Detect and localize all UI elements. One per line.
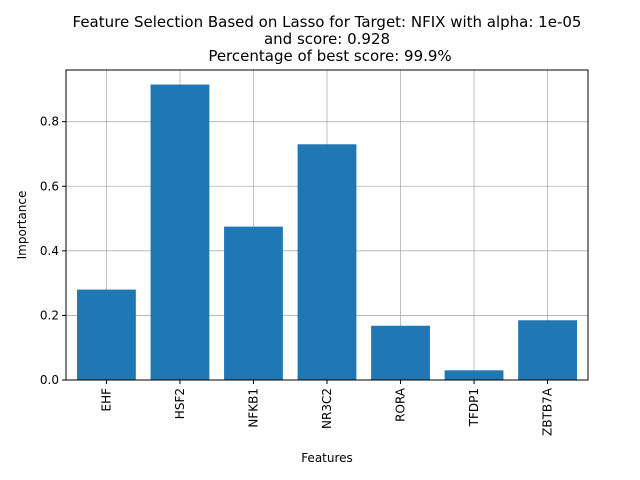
y-tick-label: 0.0 [40,373,59,387]
bar-zbtb7a [518,320,577,380]
chart-title-line-2: and score: 0.928 [264,30,390,48]
y-tick-label: 0.6 [40,179,59,193]
y-axis-label: Importance [15,191,29,260]
y-tick-label: 0.2 [40,308,59,322]
y-tick-label: 0.4 [40,244,59,258]
x-axis-label: Features [301,451,353,465]
chart-title-line-1: Feature Selection Based on Lasso for Tar… [73,13,582,31]
x-tick-label: EHF [99,388,113,412]
chart-title: Feature Selection Based on Lasso for Tar… [73,13,582,65]
bar-ehf [77,289,136,380]
x-tick-label: ZBTB7A [541,387,555,436]
bar-tfdp1 [444,370,504,380]
x-tick-label: RORA [394,387,408,422]
axes [62,69,589,384]
bar-hsf2 [150,84,210,380]
chart-title-line-3: Percentage of best score: 99.9% [208,47,451,65]
x-tick-label: NFKB1 [246,388,260,428]
x-tick-label: TFDP1 [467,388,481,427]
tick-labels: 0.0 0.2 0.4 0.6 0.8 EHF HSF2 NFKB1 NR3C2 RORA TFDP… [40,115,555,436]
bar-nfkb1 [224,226,283,380]
x-tick-label: NR3C2 [320,388,334,429]
bar-nr3c2 [297,144,357,380]
x-tick-label: HSF2 [173,388,187,419]
bar-rora [371,325,430,380]
y-tick-label: 0.8 [40,115,59,129]
bars [77,84,577,380]
